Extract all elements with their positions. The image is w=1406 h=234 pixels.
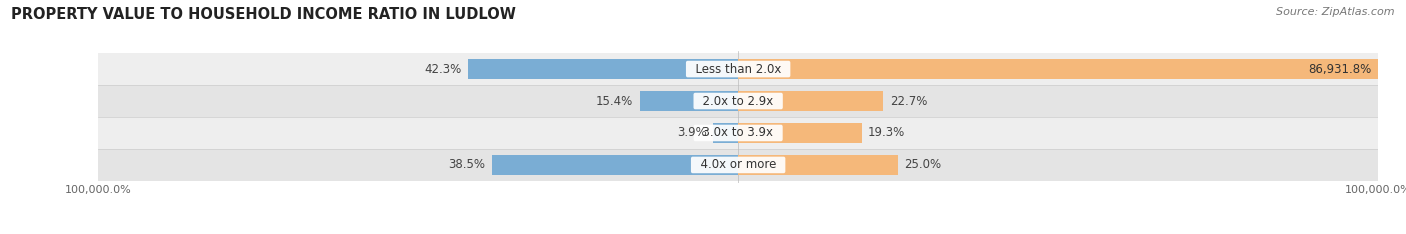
Bar bbox=[713, 123, 738, 143]
Bar bbox=[98, 53, 1378, 85]
Bar bbox=[98, 117, 1378, 149]
Bar bbox=[738, 91, 883, 111]
Text: 3.0x to 3.9x: 3.0x to 3.9x bbox=[696, 127, 780, 139]
Text: 2.0x to 2.9x: 2.0x to 2.9x bbox=[696, 95, 780, 107]
Text: 22.7%: 22.7% bbox=[890, 95, 927, 107]
Bar bbox=[640, 91, 738, 111]
Bar bbox=[492, 155, 738, 175]
Text: 38.5%: 38.5% bbox=[449, 158, 485, 172]
Text: 86,931.8%: 86,931.8% bbox=[1308, 62, 1371, 76]
Text: 42.3%: 42.3% bbox=[423, 62, 461, 76]
Bar bbox=[738, 155, 898, 175]
Text: PROPERTY VALUE TO HOUSEHOLD INCOME RATIO IN LUDLOW: PROPERTY VALUE TO HOUSEHOLD INCOME RATIO… bbox=[11, 7, 516, 22]
Bar bbox=[98, 85, 1378, 117]
Bar bbox=[738, 123, 862, 143]
Text: Less than 2.0x: Less than 2.0x bbox=[688, 62, 789, 76]
Bar bbox=[468, 59, 738, 79]
Text: 3.9%: 3.9% bbox=[678, 127, 707, 139]
Text: 4.0x or more: 4.0x or more bbox=[693, 158, 783, 172]
Text: 19.3%: 19.3% bbox=[868, 127, 905, 139]
Bar bbox=[98, 149, 1378, 181]
Text: 15.4%: 15.4% bbox=[596, 95, 633, 107]
Text: Source: ZipAtlas.com: Source: ZipAtlas.com bbox=[1277, 7, 1395, 17]
Text: 25.0%: 25.0% bbox=[904, 158, 942, 172]
Bar bbox=[738, 59, 1378, 79]
